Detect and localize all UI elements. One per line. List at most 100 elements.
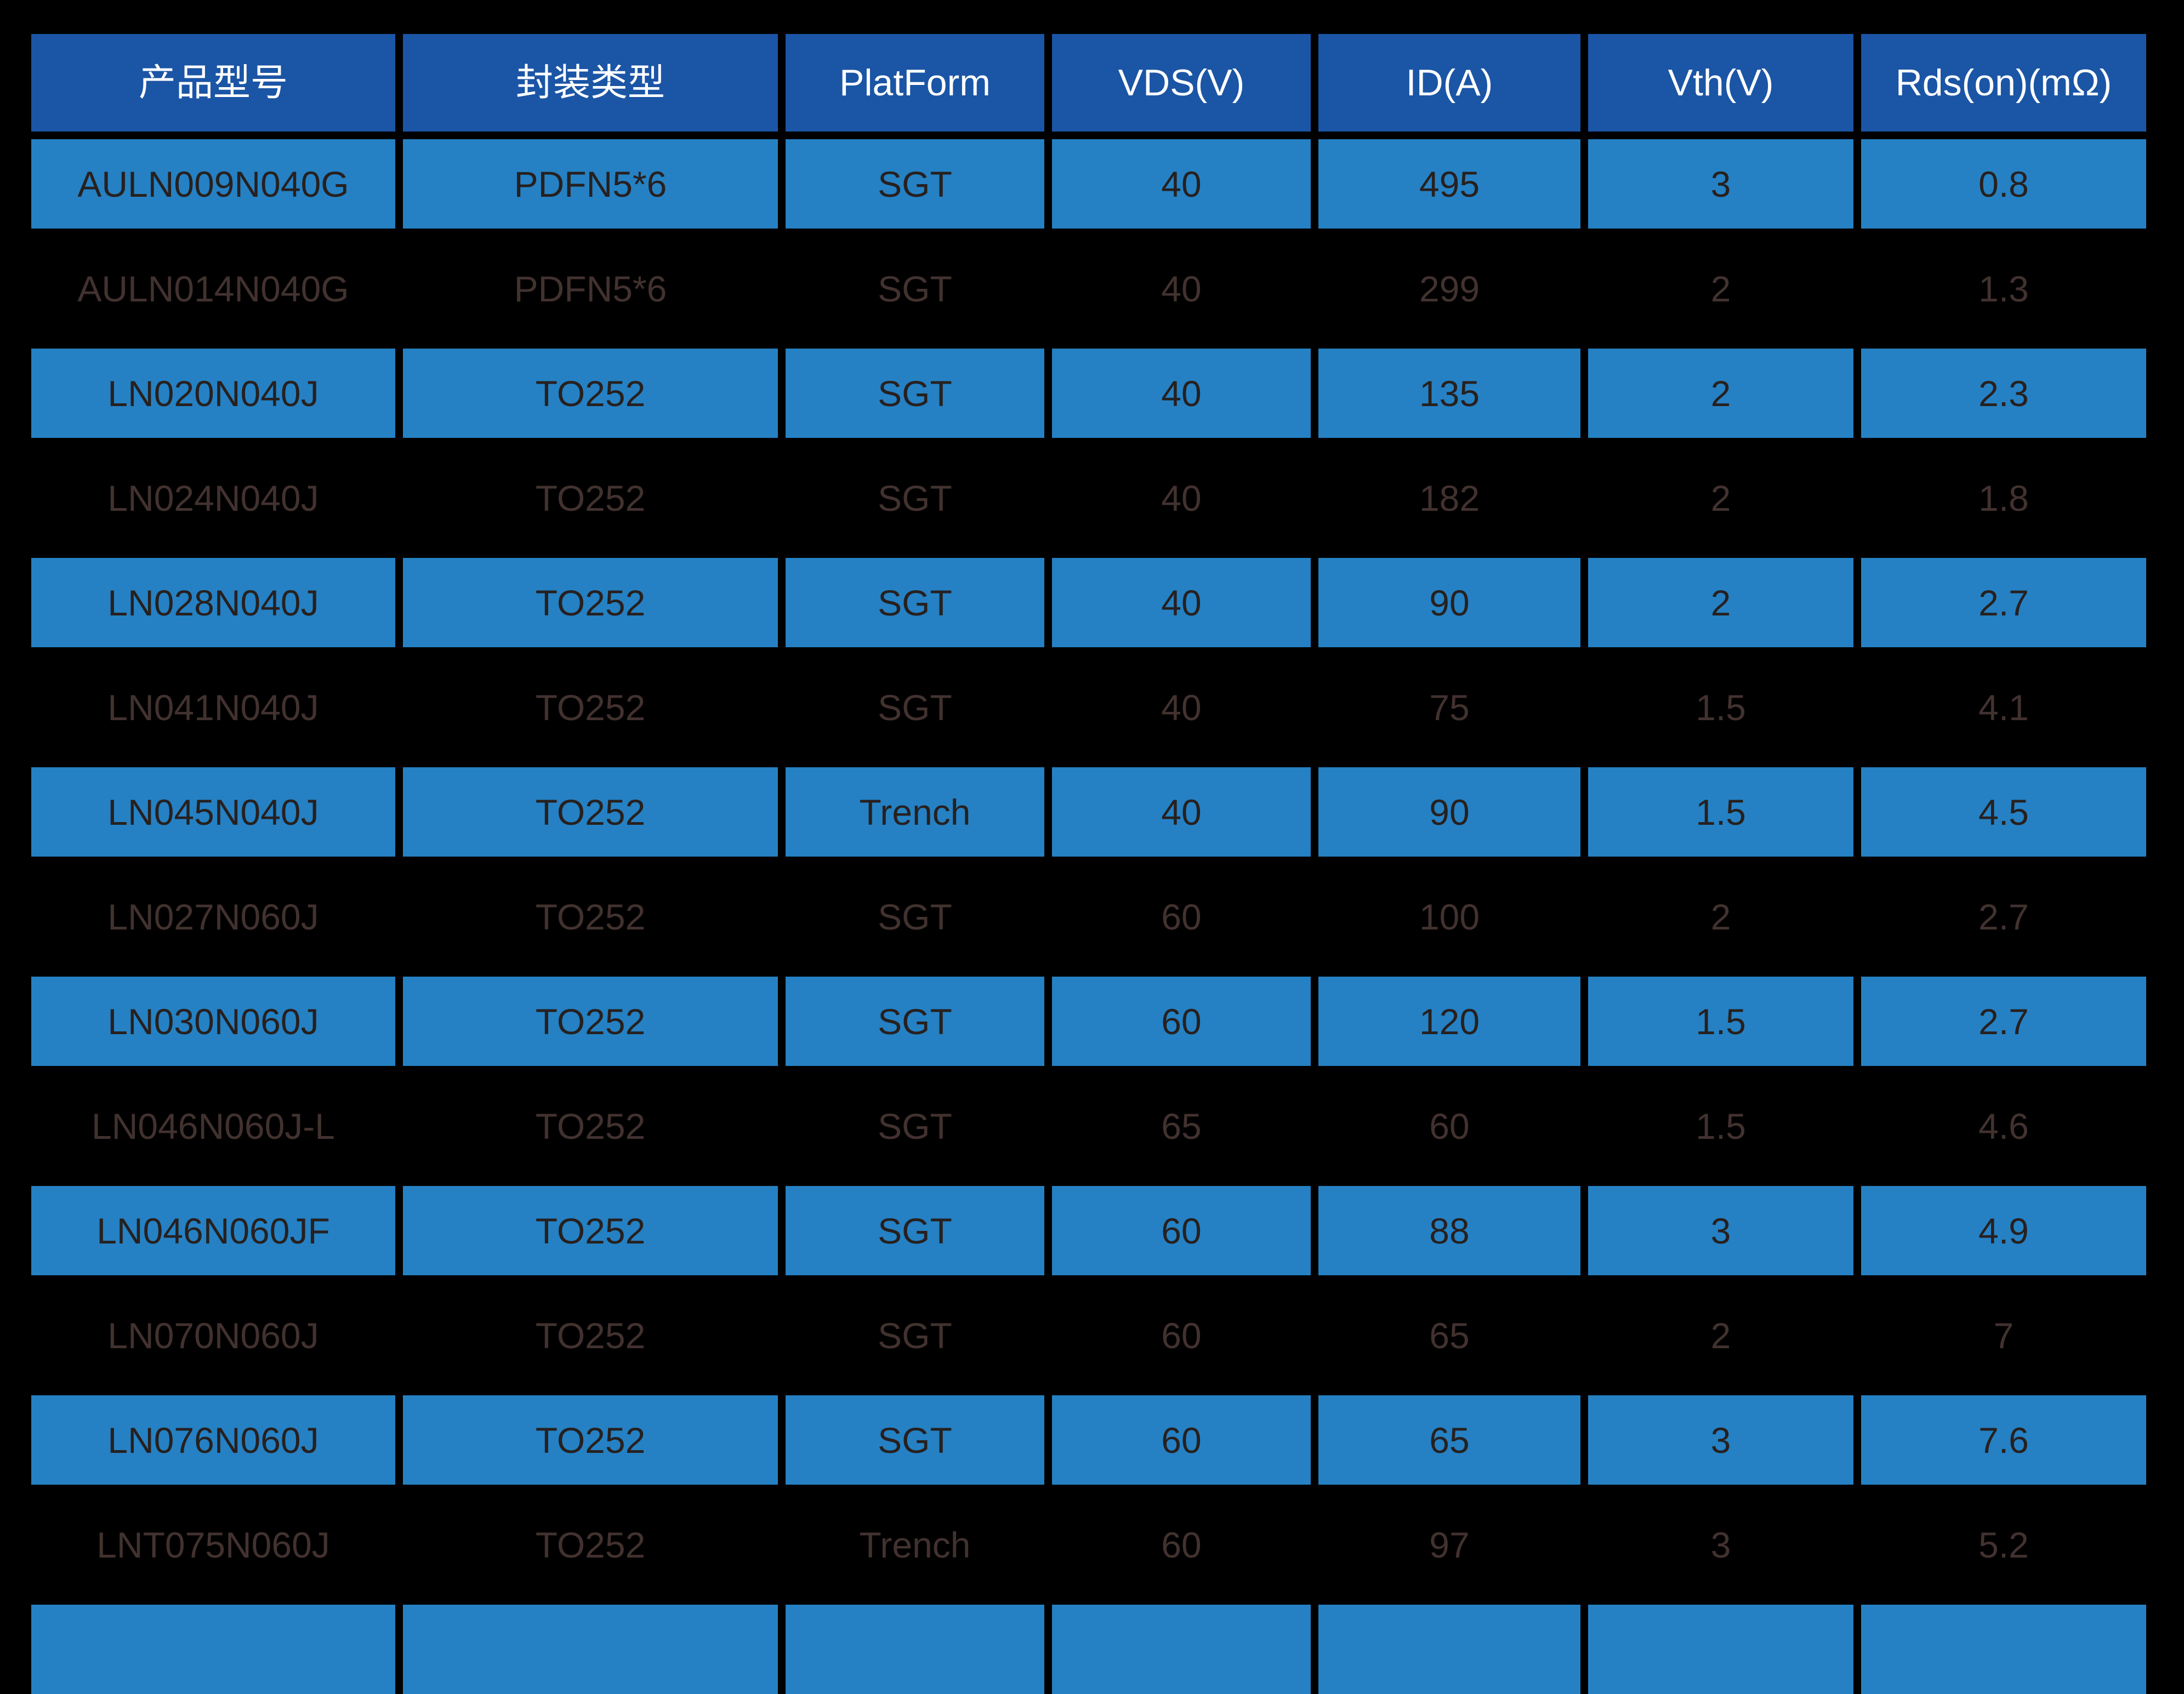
table-cell: 2.7 <box>1978 896 2029 937</box>
table-cell: 4.9 <box>1861 1186 2146 1275</box>
table-cell: 1.5 <box>1588 977 1853 1066</box>
table-cell: 3 <box>1588 1186 1853 1275</box>
table-cell: SGT <box>786 349 1044 438</box>
table-row: AULN009N040G PDFN5*6 SGT 40 495 3 0.8 <box>31 139 2146 229</box>
table-cell: 4.1 <box>1978 687 2029 728</box>
table-cell: 40 <box>1052 139 1311 229</box>
table-cell: 97 <box>1429 1524 1470 1565</box>
table-cell: 88 <box>1318 1186 1580 1275</box>
table-cell: Trench <box>859 1524 971 1565</box>
table-cell: 7.6 <box>1861 1395 2146 1485</box>
column-header-5: Vth(V) <box>1588 34 1853 132</box>
clipped-partial-row <box>31 1605 2146 1694</box>
table-cell: 2.7 <box>1861 977 2146 1066</box>
table-cell <box>403 1605 778 1694</box>
table-cell: SGT <box>786 977 1044 1066</box>
table-cell: TO252 <box>535 896 646 937</box>
table-cell: 1.8 <box>1978 477 2029 518</box>
table-cell: 1.5 <box>1696 687 1746 728</box>
table-cell: TO252 <box>535 687 646 728</box>
table-cell: 2 <box>1710 268 1731 309</box>
table-cell: AULN009N040G <box>31 139 395 229</box>
table-cell: 299 <box>1419 268 1480 309</box>
table-cell: 2.3 <box>1861 349 2146 438</box>
table-cell: 3 <box>1710 1524 1731 1565</box>
table-cell: LN046N060J-L <box>92 1105 335 1147</box>
table-cell: 40 <box>1052 558 1311 647</box>
table-cell: 7 <box>1993 1315 2014 1356</box>
table-cell: SGT <box>878 1105 952 1147</box>
table-cell: LN076N060J <box>31 1395 395 1485</box>
table-row: LN070N060J TO252 SGT 60 65 2 7 <box>31 1291 2146 1380</box>
table-cell: 182 <box>1419 477 1480 518</box>
table-cell: 2 <box>1710 477 1731 518</box>
table-cell <box>1588 1605 1853 1694</box>
table-cell <box>1861 1605 2146 1694</box>
table-row: LNT075N060J TO252 Trench 60 97 3 5.2 <box>31 1500 2146 1589</box>
table-cell: LN045N040J <box>31 767 395 857</box>
table-cell: 495 <box>1318 139 1580 229</box>
table-row: LN076N060J TO252 SGT 60 65 3 7.6 <box>31 1395 2146 1485</box>
table-cell: 2.7 <box>1861 558 2146 647</box>
table-cell: TO252 <box>535 1524 646 1565</box>
table-cell: PDFN5*6 <box>403 139 778 229</box>
table-cell: 3 <box>1588 139 1853 229</box>
table-cell: 90 <box>1318 767 1580 857</box>
table-cell <box>1318 1605 1580 1694</box>
table-cell <box>786 1605 1044 1694</box>
table-cell: SGT <box>878 477 952 518</box>
table-cell: TO252 <box>403 977 778 1066</box>
table-cell: 1.5 <box>1588 767 1853 857</box>
table-cell: SGT <box>878 896 952 937</box>
table-cell: 60 <box>1052 1395 1311 1485</box>
column-header-4: ID(A) <box>1318 34 1580 132</box>
column-header-2: PlatForm <box>786 34 1044 132</box>
table-cell <box>31 1605 395 1694</box>
table-cell: 2 <box>1710 1315 1731 1356</box>
table-cell: SGT <box>786 139 1044 229</box>
table-row: LN046N060JF TO252 SGT 60 88 3 4.9 <box>31 1186 2146 1275</box>
table-cell: 100 <box>1419 896 1480 937</box>
table-cell: 60 <box>1052 977 1311 1066</box>
table-cell: TO252 <box>403 558 778 647</box>
table-cell: 65 <box>1161 1105 1202 1147</box>
column-header-1: 封装类型 <box>403 34 778 132</box>
table-cell: TO252 <box>403 349 778 438</box>
table-cell: SGT <box>878 268 952 309</box>
table-cell: 60 <box>1161 1524 1202 1565</box>
table-row: AULN014N040G PDFN5*6 SGT 40 299 2 1.3 <box>31 244 2146 333</box>
table-cell: 5.2 <box>1978 1524 2029 1565</box>
table-cell: SGT <box>786 1186 1044 1275</box>
table-cell: 40 <box>1161 268 1202 309</box>
table-cell: 90 <box>1318 558 1580 647</box>
column-header-3: VDS(V) <box>1052 34 1311 132</box>
table-cell: LNT075N060J <box>96 1524 330 1565</box>
table-cell: SGT <box>786 558 1044 647</box>
table-cell: 3 <box>1588 1395 1853 1485</box>
table-cell: TO252 <box>403 1186 778 1275</box>
table-cell: 60 <box>1161 1315 1202 1356</box>
table-cell: SGT <box>878 1315 952 1356</box>
table-cell: TO252 <box>535 477 646 518</box>
table-cell: PDFN5*6 <box>514 268 667 309</box>
table-cell: 2 <box>1588 558 1853 647</box>
table-cell: 135 <box>1318 349 1580 438</box>
table-row: LN028N040J TO252 SGT 40 90 2 2.7 <box>31 558 2146 647</box>
table-cell: 4.6 <box>1978 1105 2029 1147</box>
table-cell: TO252 <box>535 1315 646 1356</box>
table-cell: LN041N040J <box>107 687 319 728</box>
table-cell: 2 <box>1588 349 1853 438</box>
table-cell <box>1052 1605 1311 1694</box>
table-header-row: 产品型号 封装类型 PlatForm VDS(V) ID(A) Vth(V) Rds(on)… <box>31 34 2146 132</box>
column-header-6: Rds(on)(mΩ) <box>1861 34 2146 132</box>
table-cell: TO252 <box>535 1105 646 1147</box>
table-row: LN041N040J TO252 SGT 40 75 1.5 4.1 <box>31 663 2146 752</box>
table-row: LN020N040J TO252 SGT 40 135 2 2.3 <box>31 349 2146 438</box>
table-cell: 40 <box>1161 687 1202 728</box>
table-cell: LN027N060J <box>107 896 319 937</box>
table-cell: 60 <box>1161 896 1202 937</box>
table-cell: 60 <box>1429 1105 1470 1147</box>
table-row: LN046N060J-L TO252 SGT 65 60 1.5 4.6 <box>31 1081 2146 1171</box>
table-cell: SGT <box>878 687 952 728</box>
table-cell: 75 <box>1429 687 1470 728</box>
